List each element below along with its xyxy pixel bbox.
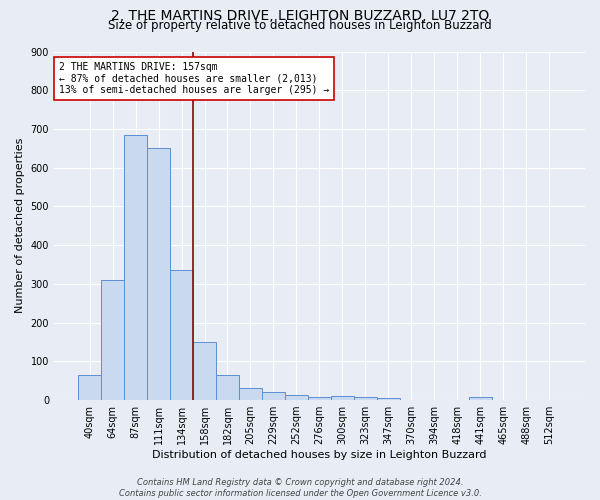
Bar	[147, 148, 170, 400]
Bar	[285, 396, 308, 400]
Bar	[239, 388, 262, 400]
Text: Size of property relative to detached houses in Leighton Buzzard: Size of property relative to detached ho…	[108, 19, 492, 32]
Bar	[78, 375, 101, 400]
Text: Contains HM Land Registry data © Crown copyright and database right 2024.
Contai: Contains HM Land Registry data © Crown c…	[119, 478, 481, 498]
Text: 2 THE MARTINS DRIVE: 157sqm
← 87% of detached houses are smaller (2,013)
13% of : 2 THE MARTINS DRIVE: 157sqm ← 87% of det…	[59, 62, 329, 95]
Bar	[216, 375, 239, 400]
Text: 2, THE MARTINS DRIVE, LEIGHTON BUZZARD, LU7 2TQ: 2, THE MARTINS DRIVE, LEIGHTON BUZZARD, …	[111, 9, 489, 23]
Bar	[331, 396, 354, 400]
Bar	[124, 135, 147, 400]
Y-axis label: Number of detached properties: Number of detached properties	[15, 138, 25, 314]
Bar	[101, 280, 124, 400]
Bar	[193, 342, 216, 400]
Bar	[170, 270, 193, 400]
X-axis label: Distribution of detached houses by size in Leighton Buzzard: Distribution of detached houses by size …	[152, 450, 487, 460]
Bar	[308, 397, 331, 400]
Bar	[262, 392, 285, 400]
Bar	[354, 397, 377, 400]
Bar	[469, 397, 492, 400]
Bar	[377, 398, 400, 400]
